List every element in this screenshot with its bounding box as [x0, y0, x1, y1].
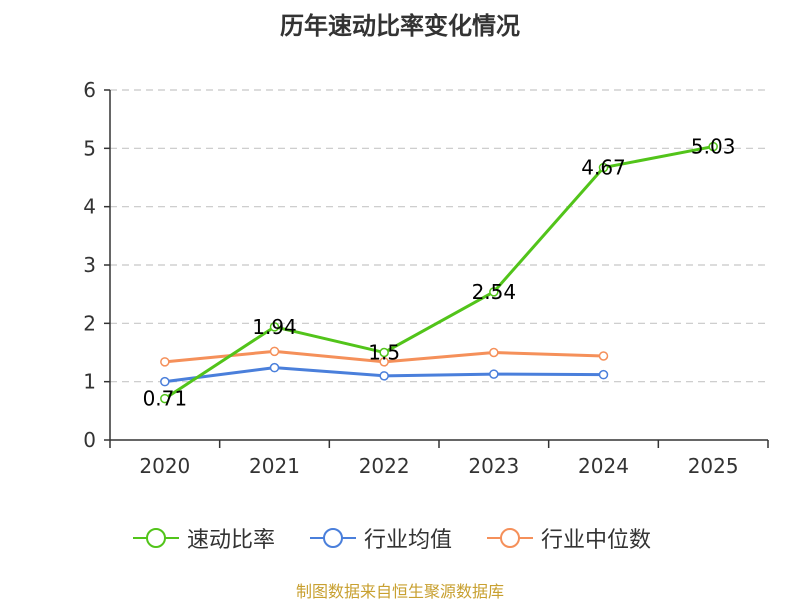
data-point	[379, 357, 389, 367]
series-lines	[164, 145, 714, 400]
y-tick-label: 6	[83, 78, 96, 102]
x-tick-label: 2021	[249, 454, 300, 478]
data-label: 2.54	[472, 280, 517, 304]
chart-title: 历年速动比率变化情况	[280, 12, 520, 40]
y-tick-label: 4	[83, 195, 96, 219]
data-point	[598, 369, 609, 380]
source-note: 制图数据来自恒生聚源数据库	[295, 582, 504, 601]
x-tick-label: 2025	[688, 454, 739, 478]
legend-label-quick-ratio: 速动比率	[187, 528, 276, 553]
y-axis-ticks: 0 1 2 3 4 5 6	[83, 78, 110, 452]
legend-label-industry-mean: 行业均值	[364, 528, 453, 553]
y-tick-label: 5	[83, 136, 96, 160]
legend: 速动比率 行业均值 行业中位数	[0, 518, 800, 558]
legend-item-industry-median[interactable]: 行业中位数	[487, 518, 651, 558]
data-point	[269, 322, 280, 332]
gridlines	[110, 89, 768, 383]
y-tick-label: 2	[83, 311, 96, 335]
x-tick-label: 2022	[359, 454, 410, 478]
legend-item-industry-mean[interactable]: 行业均值	[310, 518, 452, 558]
data-point	[489, 287, 499, 297]
data-point	[598, 351, 609, 361]
data-point	[160, 376, 170, 387]
data-label: 1.94	[252, 315, 297, 339]
data-point	[379, 371, 389, 381]
series-points	[160, 141, 718, 404]
data-point	[489, 369, 499, 379]
legend-item-quick-ratio[interactable]: 速动比率	[133, 518, 275, 558]
data-point	[160, 357, 170, 367]
data-point	[160, 393, 170, 404]
legend-label-industry-median: 行业中位数	[541, 528, 652, 553]
legend-marker-industry-median	[487, 528, 533, 548]
y-tick-label: 1	[83, 370, 96, 394]
data-point	[269, 346, 280, 357]
legend-marker-industry-mean	[310, 528, 356, 548]
y-tick-label: 0	[83, 428, 96, 452]
data-label: 0.71	[143, 387, 188, 411]
legend-marker-quick-ratio	[133, 528, 179, 548]
data-point	[379, 347, 389, 358]
data-label: 4.67	[581, 156, 626, 180]
data-labels: 0.71 1.94 1.5 2.54 4.67 5.03	[143, 135, 736, 411]
data-point	[708, 141, 718, 152]
x-axis-ticks: 2020 2021 2022 2023 2024 2025	[109, 440, 769, 478]
data-point	[598, 162, 609, 173]
y-tick-label: 3	[83, 253, 96, 277]
data-label: 5.03	[691, 135, 736, 159]
data-label: 1.5	[368, 341, 400, 365]
x-tick-label: 2024	[578, 454, 629, 478]
series-line	[164, 145, 714, 400]
data-point	[269, 362, 280, 373]
x-tick-label: 2020	[139, 454, 190, 478]
x-tick-label: 2023	[468, 454, 519, 478]
data-point	[489, 347, 499, 358]
